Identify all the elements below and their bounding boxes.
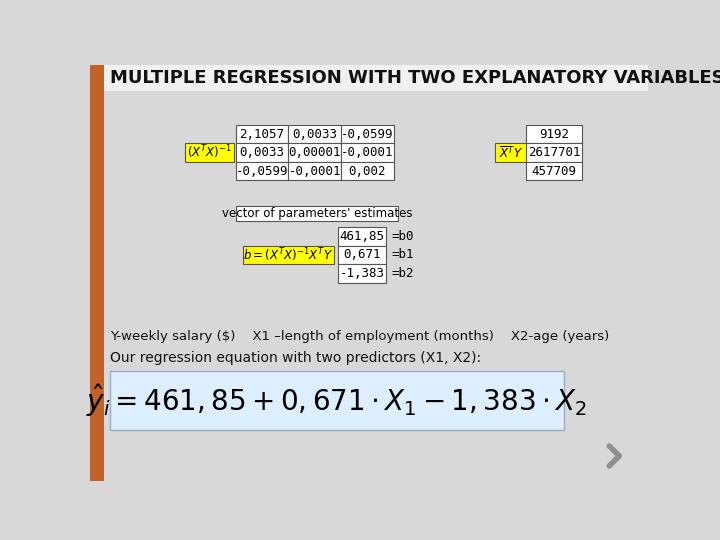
Text: 0,671: 0,671 bbox=[343, 248, 381, 261]
Text: 461,85: 461,85 bbox=[340, 230, 384, 243]
Text: 457709: 457709 bbox=[532, 165, 577, 178]
Text: 0,0033: 0,0033 bbox=[240, 146, 284, 159]
Bar bbox=[110, 372, 564, 430]
Bar bbox=[341, 143, 394, 162]
Bar bbox=[104, 65, 648, 91]
Text: vector of parameters' estimates: vector of parameters' estimates bbox=[222, 207, 413, 220]
Bar bbox=[90, 65, 104, 481]
Text: $(X^TX)^{-1}$: $(X^TX)^{-1}$ bbox=[187, 144, 232, 161]
Text: Our regression equation with two predictors (X1, X2):: Our regression equation with two predict… bbox=[110, 351, 481, 365]
Text: 0,00001: 0,00001 bbox=[289, 146, 341, 159]
Text: 9192: 9192 bbox=[539, 127, 570, 140]
Text: =b2: =b2 bbox=[392, 267, 414, 280]
Text: 2,1057: 2,1057 bbox=[240, 127, 284, 140]
Text: -1,383: -1,383 bbox=[340, 267, 384, 280]
Bar bbox=[495, 143, 526, 162]
Bar bbox=[235, 206, 398, 221]
Bar bbox=[341, 125, 394, 143]
Bar bbox=[526, 162, 582, 180]
Text: =b1: =b1 bbox=[392, 248, 414, 261]
Text: -0,0599: -0,0599 bbox=[236, 165, 288, 178]
Bar bbox=[338, 227, 386, 246]
Text: $\hat{y}_i = 461,85 + 0,671 \cdot X_1 - 1,383 \cdot X_2$: $\hat{y}_i = 461,85 + 0,671 \cdot X_1 - … bbox=[86, 382, 588, 419]
Bar bbox=[338, 264, 386, 283]
Text: Y-weekly salary ($)    X1 –length of employment (months)    X2-age (years): Y-weekly salary ($) X1 –length of employ… bbox=[110, 330, 609, 343]
Text: 0,0033: 0,0033 bbox=[292, 127, 337, 140]
Bar bbox=[526, 143, 582, 162]
Text: 0,002: 0,002 bbox=[348, 165, 386, 178]
Text: 2617701: 2617701 bbox=[528, 146, 580, 159]
Text: $\overline{X}^TY$: $\overline{X}^TY$ bbox=[499, 145, 523, 160]
Text: MULTIPLE REGRESSION WITH TWO EXPLANATORY VARIABLES: EXAMPLE: MULTIPLE REGRESSION WITH TWO EXPLANATORY… bbox=[110, 69, 720, 87]
Bar bbox=[235, 162, 289, 180]
Bar bbox=[341, 162, 394, 180]
Bar bbox=[289, 143, 341, 162]
Bar bbox=[338, 246, 386, 264]
Bar bbox=[243, 246, 334, 264]
Bar bbox=[235, 143, 289, 162]
Bar bbox=[235, 125, 289, 143]
Bar bbox=[184, 143, 234, 162]
Bar bbox=[289, 125, 341, 143]
Text: $b=(X^TX)^{-1}X^TY$: $b=(X^TX)^{-1}X^TY$ bbox=[243, 246, 333, 264]
Bar bbox=[526, 125, 582, 143]
Text: -0,0001: -0,0001 bbox=[341, 146, 394, 159]
Text: =b0: =b0 bbox=[392, 230, 414, 243]
Text: -0,0001: -0,0001 bbox=[289, 165, 341, 178]
Bar bbox=[289, 162, 341, 180]
Text: -0,0599: -0,0599 bbox=[341, 127, 394, 140]
